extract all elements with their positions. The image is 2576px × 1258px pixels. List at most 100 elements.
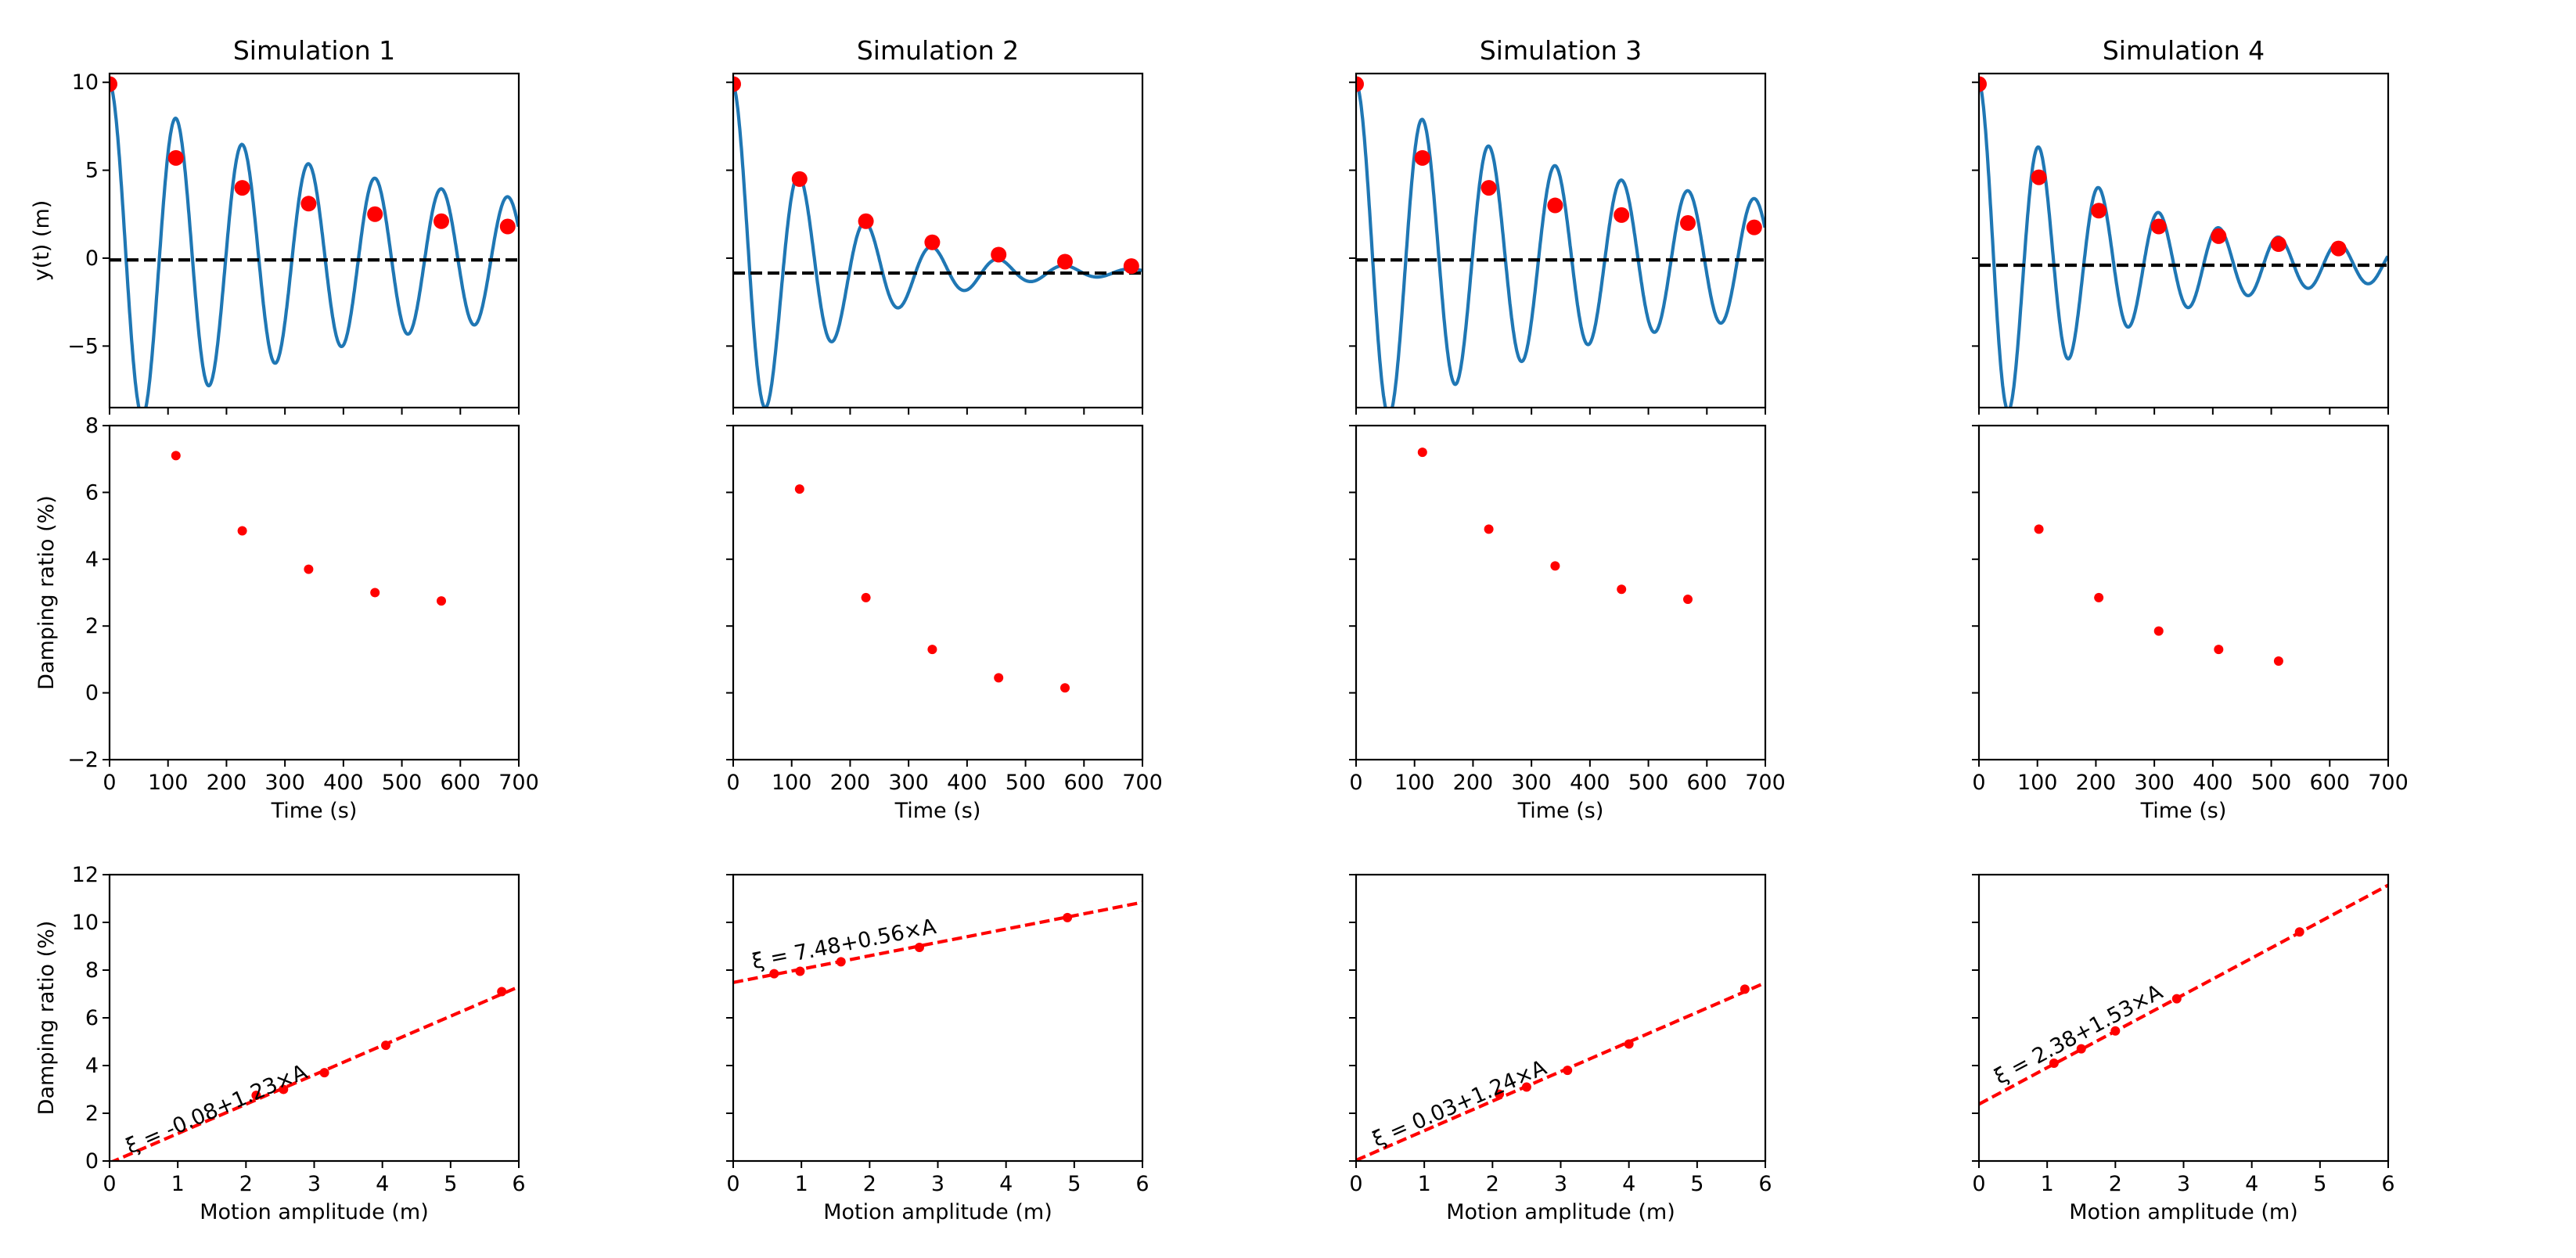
data-point [2273,656,2283,667]
x-tick-label: 3 [1554,1172,1567,1196]
x-tick-label: 100 [772,771,812,795]
x-tick-label: 500 [382,771,423,795]
x-tick-label: 0 [1972,771,1985,795]
x-axis-label: Motion amplitude (m) [1446,1200,1675,1224]
data-point [370,588,380,598]
data-point [237,526,247,536]
x-axis-label: Motion amplitude (m) [2069,1200,2298,1224]
x-tick-label: 1 [795,1172,808,1196]
peak-marker [2150,218,2167,235]
fit-line [1356,981,1765,1161]
x-tick-label: 300 [264,771,305,795]
x-tick-label: 3 [931,1172,944,1196]
axes-frame [732,424,1144,761]
x-tick-label: 0 [726,771,739,795]
axes-frame [108,72,520,409]
peak-marker [1414,149,1430,166]
panel-damping_time-2: 0 100 200 300 400 500 600 700 Time (s) [726,424,1163,823]
axes-frame [1355,873,1767,1163]
plot-area [1979,76,2388,408]
axes-frame [108,873,520,1163]
peak-marker [2091,203,2107,219]
peak-marker [858,213,874,229]
x-axis-label: Time (s) [271,799,358,823]
data-point [795,966,805,976]
peak-marker [991,246,1007,263]
x-tick-label: 300 [1511,771,1552,795]
data-point [1495,1089,1505,1099]
x-tick-label: 0 [103,771,116,795]
x-tick-label: 400 [1570,771,1610,795]
data-point [319,1068,329,1078]
x-tick-label: 600 [1687,771,1728,795]
y-axis-label: Damping ratio (%) [34,495,59,690]
peak-marker [733,76,741,92]
peak-marker [2330,240,2347,257]
y-tick-label: 8 [85,414,99,438]
plot-area [2034,524,2283,667]
data-point [381,1041,391,1051]
fit-equation: ξ = 7.48+0.56×A [750,915,939,974]
data-point [1740,984,1750,994]
x-tick-label: 600 [2310,771,2351,795]
plot-area [171,451,447,606]
data-point [2294,927,2304,937]
data-point [1484,524,1494,534]
panel-response-4: Simulation 4 [1972,35,2390,415]
x-tick-label: 0 [1972,1172,1985,1196]
x-tick-label: 200 [830,771,871,795]
peak-marker [110,76,117,92]
plot-area [110,985,519,1161]
x-tick-label: 400 [323,771,364,795]
x-tick-label: 6 [1135,1172,1149,1196]
plot-area [1356,981,1765,1161]
data-point [2034,524,2044,534]
x-tick-label: 4 [2245,1172,2258,1196]
axes-frame [1977,424,2390,761]
x-tick-label: 5 [444,1172,457,1196]
axes-frame [1355,424,1767,761]
fit-equation: ξ = 2.38+1.53×A [1991,979,2168,1089]
axes-frame [1977,873,2390,1163]
x-tick-label: 6 [2381,1172,2394,1196]
data-point [1563,1066,1573,1076]
peak-marker [791,171,808,187]
response-curve [1356,81,1765,408]
y-tick-label: 6 [85,1006,99,1030]
data-point [279,1084,289,1094]
panel-response-1: −5 0 5 10 Simulation 1 y(t) (m) [30,35,520,415]
x-tick-label: 6 [1758,1172,1772,1196]
data-point [2110,1026,2121,1036]
x-tick-label: 100 [1394,771,1435,795]
data-point [1617,584,1627,595]
data-point [2094,592,2104,602]
axes-frame [732,72,1144,409]
x-tick-label: 2 [239,1172,253,1196]
x-tick-label: 0 [726,1172,739,1196]
x-tick-label: 100 [2017,771,2058,795]
peak-marker [367,206,383,222]
x-tick-label: 3 [308,1172,321,1196]
y-tick-label: 4 [85,548,99,572]
x-tick-label: 4 [999,1172,1013,1196]
plot-area [110,76,519,408]
y-tick-label: 8 [85,958,99,983]
peak-marker [1614,207,1630,223]
x-axis-label: Time (s) [1517,799,1604,823]
fit-line [1979,883,2388,1106]
response-curve [1979,81,2388,408]
peak-marker [2031,169,2047,185]
axes-frame [108,424,520,761]
data-point [1683,595,1693,605]
peak-marker [499,218,516,235]
fit-equation: ξ = 0.03+1.24×A [1369,1055,1551,1152]
data-point [1521,1082,1531,1092]
panel-damping_time-4: 0 100 200 300 400 500 600 700 Time (s) [1972,424,2409,823]
data-point [769,969,779,979]
plot-area [794,484,1070,693]
data-point [2171,994,2182,1004]
x-tick-label: 700 [498,771,539,795]
peak-marker [1680,215,1696,232]
x-tick-label: 400 [2193,771,2233,795]
